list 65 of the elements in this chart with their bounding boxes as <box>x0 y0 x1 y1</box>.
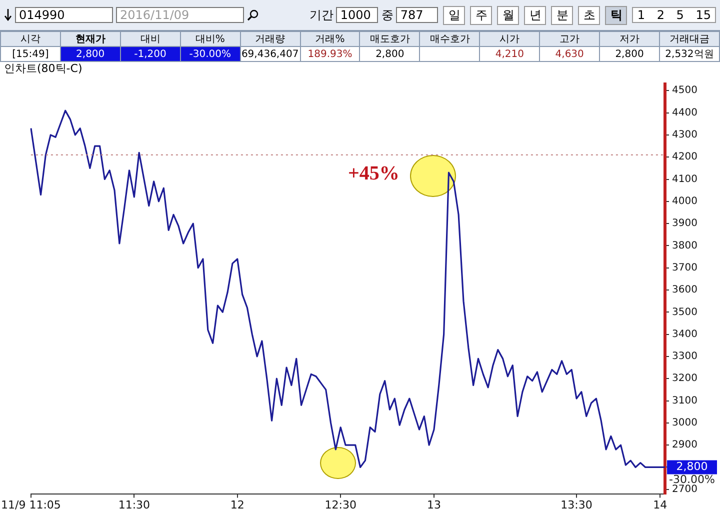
text: -30.00% <box>180 46 240 62</box>
y-tick-label: 4000 <box>672 196 698 207</box>
annotation: +45% <box>348 162 400 184</box>
y-tick-label: 2900 <box>672 440 698 451</box>
text: 년 <box>524 6 546 24</box>
x-tick-label: 12:30 <box>324 498 356 511</box>
text: 매도호가 <box>360 32 420 46</box>
text: 1 2 5 15 <box>632 7 716 23</box>
text: 2,800 <box>600 46 660 62</box>
text: 시각 <box>0 32 60 46</box>
text: 초 <box>578 6 600 24</box>
text: 69,436,407 <box>240 46 300 62</box>
y-tick-label: 3000 <box>672 418 698 429</box>
y-tick-label: 3600 <box>672 284 698 296</box>
text: 2,800 <box>360 46 420 62</box>
text: 2,532억원 <box>659 46 720 62</box>
text: 대비% <box>180 32 240 46</box>
y-tick-label: 2700 <box>672 484 698 495</box>
x-tick-label: 13 <box>426 498 441 511</box>
x-tick-label: 11:30 <box>118 498 150 511</box>
text: 거래% <box>300 32 360 46</box>
text: 2016/11/09 <box>116 7 244 23</box>
y-tick-label: 3900 <box>672 218 698 230</box>
y-tick-label: 4400 <box>672 107 698 118</box>
y-tick-label: 3800 <box>672 240 698 252</box>
text: 2,800 <box>676 460 708 474</box>
y-tick-label: 4200 <box>672 152 698 163</box>
text: -1,200 <box>120 46 180 62</box>
text: 현재가 <box>60 32 120 46</box>
y-tick-label: 4500 <box>672 85 698 96</box>
text: 주 <box>470 6 492 24</box>
text: 분 <box>551 6 574 24</box>
y-tick-label: 3400 <box>672 328 698 340</box>
y-tick-label: 3300 <box>672 351 698 362</box>
text: 014990 <box>15 7 113 23</box>
y-tick-label: 3200 <box>672 373 698 384</box>
text: 1000 <box>336 7 378 23</box>
text: 매수호가 <box>420 32 480 46</box>
text: 4,210 <box>480 46 540 62</box>
text: 4,630 <box>540 46 600 62</box>
text: 중 <box>381 6 394 24</box>
text: 고가 <box>540 32 600 46</box>
y-tick-label: 3700 <box>672 262 698 274</box>
text: 거래량 <box>240 32 300 46</box>
text: 기간 <box>309 6 334 24</box>
y-tick-label: 4300 <box>672 130 698 141</box>
text: 일 <box>443 6 466 24</box>
y-tick-label: 3500 <box>672 306 698 318</box>
text: 대비 <box>120 32 180 46</box>
text: 인차트(80틱-C) <box>3 62 84 75</box>
text: 2,800 <box>60 46 120 62</box>
text: 189.93% <box>300 46 360 62</box>
text: 시가 <box>480 32 540 46</box>
text: 저가 <box>600 32 660 46</box>
x-tick-label: 12 <box>230 498 244 511</box>
text: [15:49] <box>0 46 60 62</box>
text: 거래대금 <box>659 32 720 46</box>
x-tick-label: 14 <box>653 498 668 511</box>
text: 틱 <box>605 6 628 24</box>
y-tick-label: 3100 <box>672 395 698 406</box>
text: 월 <box>497 6 520 24</box>
x-tick-label: 11/9 11:05 <box>0 498 61 511</box>
y-tick-label: 4100 <box>672 174 698 185</box>
x-tick-label: 13:30 <box>560 498 592 511</box>
text: 787 <box>396 7 438 23</box>
